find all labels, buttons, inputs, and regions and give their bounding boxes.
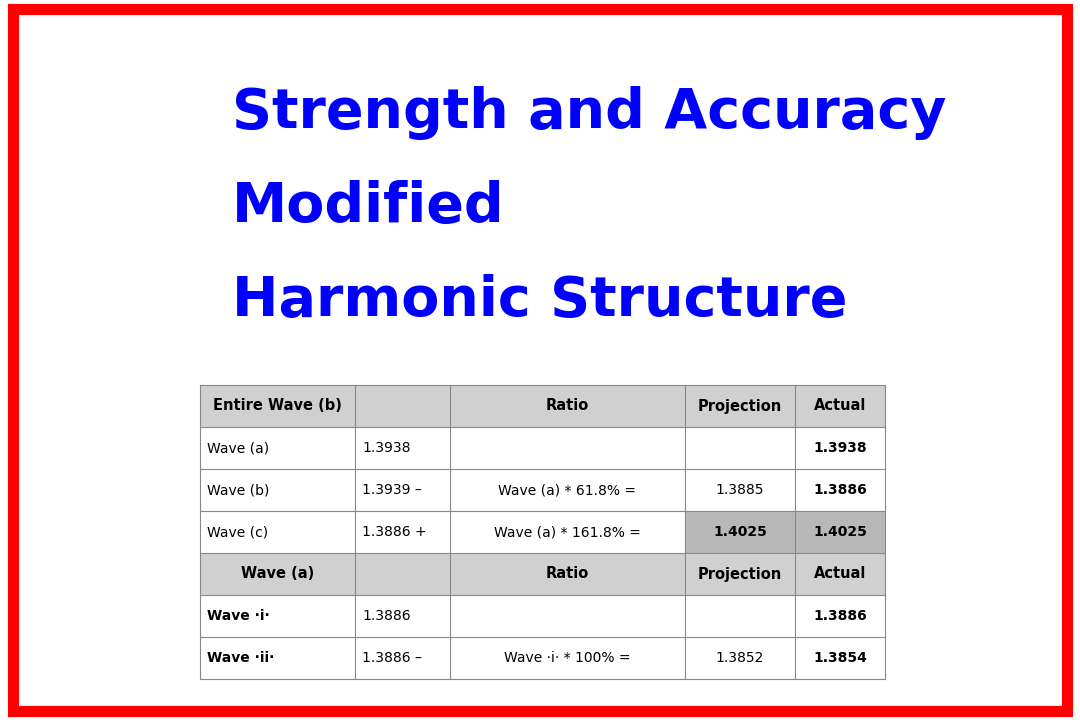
Text: Projection: Projection: [698, 567, 782, 582]
Bar: [200, 553, 355, 595]
Text: Strength and Accuracy: Strength and Accuracy: [232, 86, 946, 140]
Bar: [450, 595, 685, 637]
Text: 1.3886: 1.3886: [362, 609, 410, 623]
Bar: [795, 469, 885, 511]
Bar: [685, 385, 795, 427]
Bar: [355, 595, 450, 637]
Text: Ratio: Ratio: [545, 567, 589, 582]
Text: 1.3886: 1.3886: [813, 483, 867, 497]
Bar: [200, 511, 355, 553]
Bar: [795, 595, 885, 637]
Bar: [795, 553, 885, 595]
Text: Wave (b): Wave (b): [207, 483, 269, 497]
Text: 1.3938: 1.3938: [813, 441, 867, 455]
Bar: [200, 469, 355, 511]
Bar: [355, 637, 450, 679]
Text: Wave (a) * 61.8% =: Wave (a) * 61.8% =: [499, 483, 636, 497]
Bar: [450, 427, 685, 469]
Bar: [355, 511, 450, 553]
Text: Modified: Modified: [232, 180, 504, 234]
Bar: [795, 637, 885, 679]
Bar: [355, 427, 450, 469]
Bar: [450, 637, 685, 679]
Bar: [795, 511, 885, 553]
Bar: [795, 385, 885, 427]
Text: 1.3938: 1.3938: [362, 441, 410, 455]
Text: Wave ·ii·: Wave ·ii·: [207, 651, 274, 665]
Text: 1.3886 +: 1.3886 +: [362, 525, 427, 539]
Text: Entire Wave (b): Entire Wave (b): [213, 398, 342, 413]
Bar: [450, 511, 685, 553]
Text: 1.3885: 1.3885: [716, 483, 765, 497]
Bar: [200, 385, 355, 427]
Text: 1.3886: 1.3886: [813, 609, 867, 623]
Text: Wave (a): Wave (a): [241, 567, 314, 582]
Text: 1.3886 –: 1.3886 –: [362, 651, 422, 665]
Bar: [200, 637, 355, 679]
Text: Actual: Actual: [814, 567, 866, 582]
Text: 1.3852: 1.3852: [716, 651, 765, 665]
Text: Wave (a) * 161.8% =: Wave (a) * 161.8% =: [494, 525, 640, 539]
Bar: [200, 427, 355, 469]
Text: Wave ·i· * 100% =: Wave ·i· * 100% =: [504, 651, 631, 665]
Bar: [685, 511, 795, 553]
Text: 1.3854: 1.3854: [813, 651, 867, 665]
Text: Wave (c): Wave (c): [207, 525, 268, 539]
Bar: [795, 427, 885, 469]
Text: Harmonic Structure: Harmonic Structure: [232, 274, 848, 328]
Bar: [685, 637, 795, 679]
Text: 1.4025: 1.4025: [813, 525, 867, 539]
Text: Wave (a): Wave (a): [207, 441, 269, 455]
Text: Projection: Projection: [698, 398, 782, 413]
Bar: [685, 469, 795, 511]
Bar: [685, 553, 795, 595]
Bar: [450, 385, 685, 427]
Bar: [355, 553, 450, 595]
Bar: [685, 427, 795, 469]
Text: Ratio: Ratio: [545, 398, 589, 413]
Text: 1.3939 –: 1.3939 –: [362, 483, 422, 497]
Bar: [355, 469, 450, 511]
Text: Wave ·i·: Wave ·i·: [207, 609, 270, 623]
Bar: [450, 553, 685, 595]
Bar: [685, 595, 795, 637]
Text: Actual: Actual: [814, 398, 866, 413]
Bar: [355, 385, 450, 427]
Text: 1.4025: 1.4025: [713, 525, 767, 539]
Bar: [200, 595, 355, 637]
Bar: [450, 469, 685, 511]
